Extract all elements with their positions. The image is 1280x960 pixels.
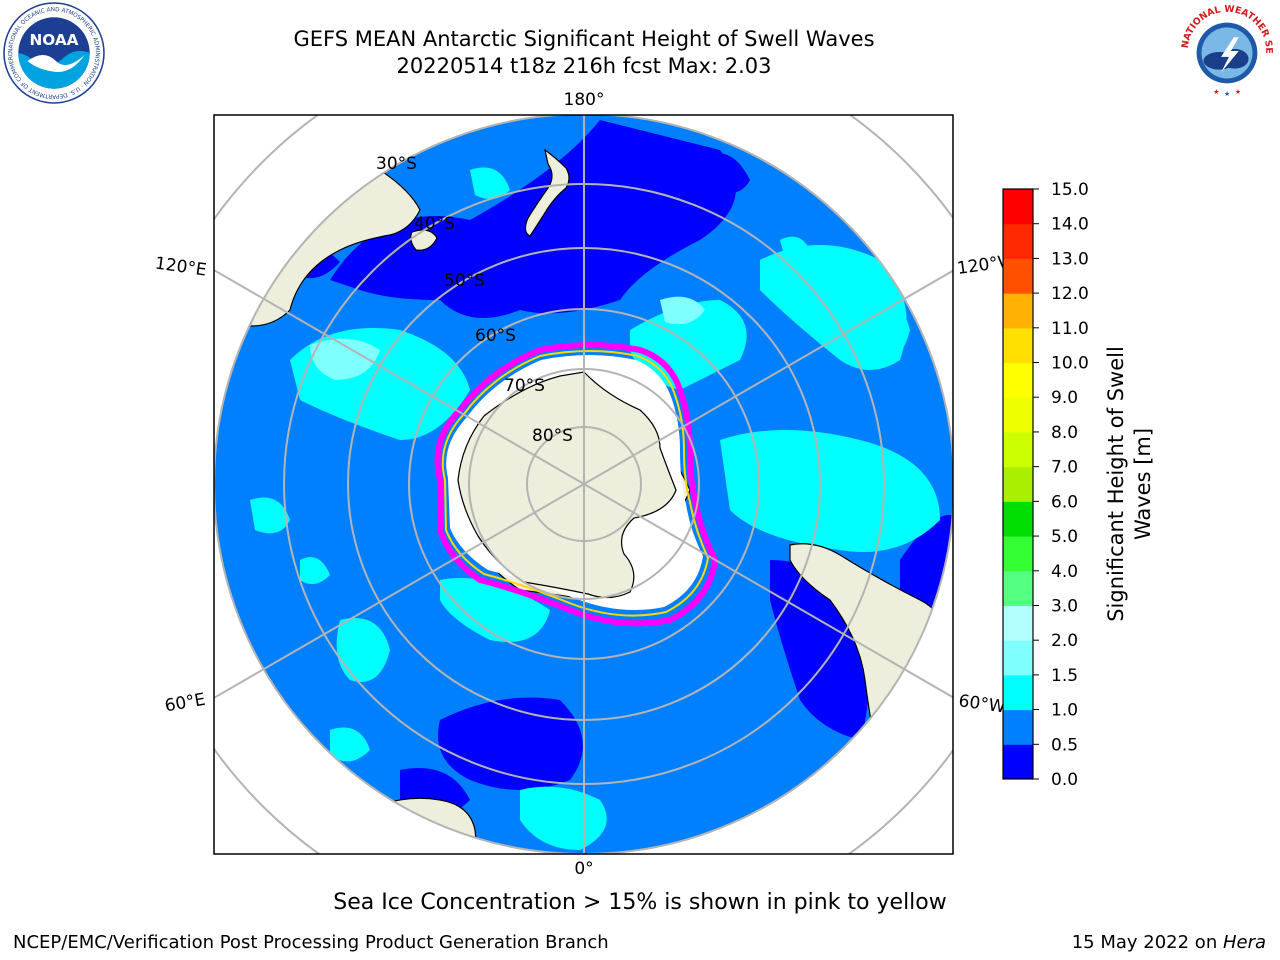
- colorbar: [1002, 188, 1034, 780]
- colorbar-segment: [1003, 744, 1033, 780]
- colorbar-tick-label: 0.0: [1051, 770, 1078, 790]
- sea-ice-edge-pink: [434, 342, 719, 627]
- svg-text:★: ★: [1224, 90, 1230, 98]
- colorbar-segment: [1003, 431, 1033, 468]
- colorbar-segment: [1003, 223, 1033, 259]
- svg-text:★: ★: [1235, 88, 1241, 96]
- colorbar-tick-label: 5.0: [1051, 527, 1078, 547]
- lon-label-0: 0°: [574, 859, 593, 879]
- colorbar-segment: [1003, 327, 1033, 364]
- colorbar-segment: [1003, 397, 1033, 433]
- colorbar-tick-label: 14.0: [1051, 215, 1089, 235]
- colorbar-segment: [1003, 674, 1033, 711]
- colorbar-segment: [1003, 709, 1033, 745]
- footer-date: 15 May 2022 on Hera: [1072, 932, 1266, 953]
- footer-date-text: 15 May 2022 on: [1071, 932, 1223, 953]
- colorbar-tick-label: 3.0: [1051, 596, 1078, 616]
- noaa-logo: NATIONAL OCEANIC AND ATMOSPHERIC ADMINIS…: [3, 2, 105, 104]
- colorbar-ticks: 15.0 14.0 13.0 12.0 11.0 10.0 9.0 8.0 7.0 6.0 5.0 4…: [1033, 180, 1089, 790]
- colorbar-segment: [1003, 362, 1033, 398]
- lon-label-180: 180°: [564, 90, 605, 110]
- higher-swell-regions: [310, 296, 705, 380]
- antarctica: [457, 371, 677, 599]
- map-frame: [213, 114, 954, 855]
- nws-logo: NATIONAL WEATHER SERVICE ★ ★ ★: [1178, 2, 1274, 98]
- colorbar-segment: [1003, 189, 1033, 225]
- colorbar-tick-label: 0.5: [1051, 735, 1078, 755]
- svg-text:★: ★: [1213, 88, 1219, 96]
- colorbar-segment: [1003, 466, 1033, 502]
- chart-subtitle: 20220514 t18z 216h fcst Max: 2.03: [396, 54, 772, 78]
- lat-label-80s: 80°S: [532, 426, 573, 446]
- colorbar-tick-label: 2.0: [1051, 631, 1078, 651]
- colorbar-tick-label: 9.0: [1051, 388, 1078, 408]
- colorbar-tick-label: 7.0: [1051, 458, 1078, 478]
- colorbar-segment: [1003, 570, 1033, 606]
- colorbar-tick-label: 1.0: [1051, 701, 1078, 721]
- sea-ice-edge-yellow: [441, 350, 710, 617]
- colorbar-label-line2: Waves [m]: [1131, 428, 1155, 540]
- colorbar-tick-label: 6.0: [1051, 492, 1078, 512]
- lat-label-30s: 30°S: [376, 154, 417, 174]
- footer-host: Hera: [1222, 932, 1266, 953]
- colorbar-segment: [1003, 640, 1033, 676]
- longitude-gridlines: [214, 115, 953, 854]
- colorbar-tick-label: 11.0: [1051, 319, 1089, 339]
- colorbar-frame: [1002, 188, 1034, 780]
- colorbar-segment: [1003, 536, 1033, 572]
- colorbar-segment: [1003, 293, 1033, 329]
- colorbar-tick-label: 15.0: [1051, 180, 1089, 200]
- colorbar-tick-label: 13.0: [1051, 249, 1089, 269]
- colorbar-tick-label: 8.0: [1051, 423, 1078, 443]
- lon-label-120e: 120°E: [154, 254, 208, 281]
- colorbar-segment: [1003, 605, 1033, 641]
- lon-label-60e: 60°E: [163, 690, 207, 717]
- lat-label-70s: 70°S: [504, 376, 545, 396]
- sea-ice-note: Sea Ice Concentration > 15% is shown in …: [333, 890, 947, 915]
- colorbar-segment: [1003, 501, 1033, 537]
- colorbar-segment: [1003, 258, 1033, 294]
- colorbar-tick-label: 12.0: [1051, 284, 1089, 304]
- lat-label-50s: 50°S: [444, 271, 485, 291]
- chart-title: GEFS MEAN Antarctic Significant Height o…: [293, 27, 875, 51]
- colorbar-label-line1: Significant Height of Swell: [1104, 346, 1128, 622]
- lat-label-60s: 60°S: [475, 326, 516, 346]
- lon-label-60w: 60°W: [957, 691, 1006, 717]
- colorbar-tick-label: 4.0: [1051, 562, 1078, 582]
- footer-credit: NCEP/EMC/Verification Post Processing Pr…: [13, 932, 609, 953]
- lat-label-40s: 40°S: [414, 214, 455, 234]
- colorbar-tick-label: 10.0: [1051, 354, 1089, 374]
- svg-text:NOAA: NOAA: [29, 31, 78, 49]
- colorbar-tick-label: 1.5: [1051, 666, 1078, 686]
